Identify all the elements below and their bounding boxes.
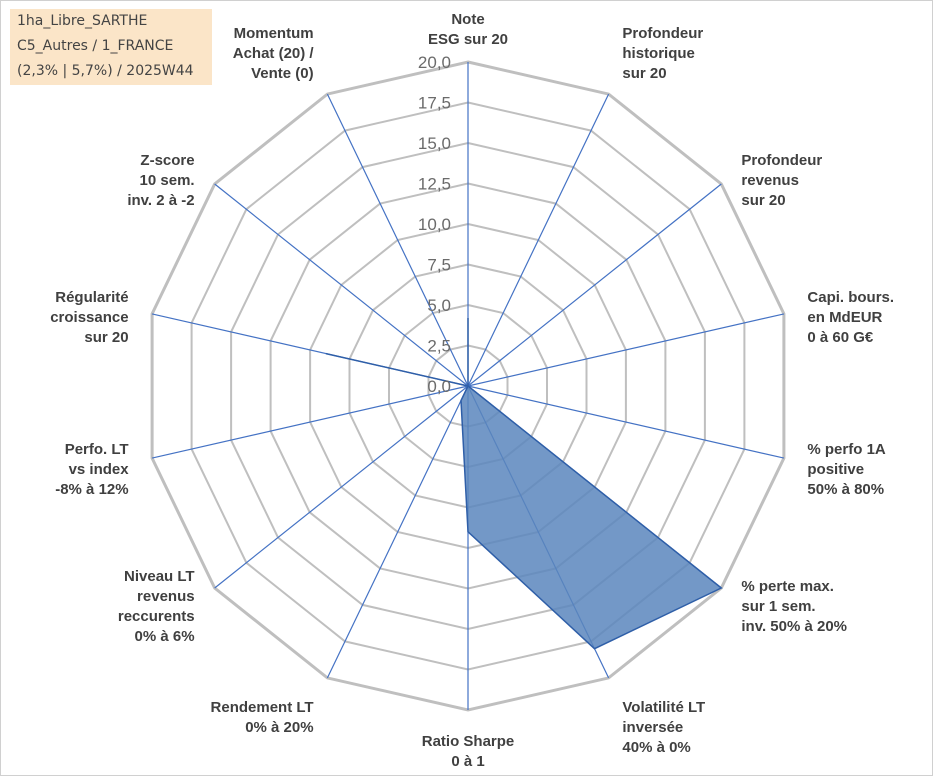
- tick-label: 12,5: [418, 175, 451, 194]
- axis-label-line: croissance: [50, 309, 128, 326]
- axis-label-1: Note ESG sur 20: [428, 11, 508, 48]
- tick-label: 17,5: [418, 94, 451, 113]
- axis-label-line: vs index: [69, 461, 130, 478]
- axis-label-line: sur 20: [622, 65, 666, 82]
- axis-label-line: 0 à 1: [451, 753, 484, 770]
- tick-label: 15,0: [418, 134, 451, 153]
- axis-label-line: Capi. bours.: [807, 289, 894, 306]
- axis-label-line: Niveau LT: [124, 568, 195, 585]
- info-line-category: C5_Autres / 1_FRANCE: [17, 38, 174, 54]
- axis-label-line: Vente (0): [251, 65, 314, 82]
- axis-labels: Note ESG sur 20 Profondeur historique sur 20…: [50, 11, 894, 770]
- axis-label-5: % perfo 1A positive 50% à 80%: [807, 441, 886, 498]
- info-line-title: 1ha_Libre_SARTHE: [17, 13, 148, 29]
- axis-label-line: % perfo 1A: [807, 441, 886, 458]
- axis-label-line: Achat (20) /: [233, 45, 315, 62]
- axis-label-line: ESG sur 20: [428, 31, 508, 48]
- radar-series: [325, 318, 723, 650]
- axis-label-line: Perfo. LT: [65, 441, 129, 458]
- axis-label-line: Rendement LT: [211, 699, 314, 716]
- axis-label-line: inversée: [622, 719, 683, 736]
- tick-label: 7,5: [427, 256, 451, 275]
- axis-label-line: Ratio Sharpe: [422, 733, 515, 750]
- axis-label-7: Volatilité LT inversée 40% à 0%: [622, 699, 705, 756]
- axis-label-line: sur 20: [84, 329, 128, 346]
- axis-label-line: Profondeur: [741, 152, 822, 169]
- axis-label-14: Momentum Achat (20) / Vente (0): [233, 25, 315, 82]
- spoke-10: [214, 385, 469, 589]
- axis-label-13: Z-score 10 sem. inv. 2 à -2: [127, 152, 194, 209]
- axis-label-4: Capi. bours. en MdEUR 0 à 60 G€: [807, 289, 894, 346]
- axis-label-line: historique: [622, 45, 695, 62]
- spoke-14: [326, 93, 469, 387]
- axis-label-line: 50% à 80%: [807, 481, 884, 498]
- axis-label-line: positive: [807, 461, 864, 478]
- axis-label-2: Profondeur historique sur 20: [622, 25, 703, 82]
- spoke-5: [467, 385, 785, 459]
- spoke-9: [326, 385, 469, 679]
- axis-label-line: reccurents: [118, 608, 195, 625]
- spoke-11: [151, 385, 469, 459]
- series-area-1: [325, 318, 723, 650]
- axis-label-line: Régularité: [55, 289, 128, 306]
- axis-label-line: 0% à 6%: [135, 628, 195, 645]
- axis-label-line: Momentum: [234, 25, 314, 42]
- axis-label-3: Profondeur revenus sur 20: [741, 152, 822, 209]
- axis-label-line: % perte max.: [741, 578, 834, 595]
- spoke-13: [214, 183, 469, 387]
- axis-label-12: Régularité croissance sur 20: [50, 289, 128, 346]
- axis-label-line: 10 sem.: [140, 172, 195, 189]
- info-box: 1ha_Libre_SARTHE C5_Autres / 1_FRANCE (2…: [10, 9, 212, 85]
- tick-label: 5,0: [427, 296, 451, 315]
- spoke-3: [467, 183, 722, 387]
- axis-label-line: inv. 2 à -2: [127, 192, 194, 209]
- axis-label-line: Z-score: [140, 152, 194, 169]
- axis-label-9: Rendement LT 0% à 20%: [211, 699, 314, 736]
- axis-label-line: Note: [451, 11, 484, 28]
- axis-label-11: Perfo. LT vs index -8% à 12%: [55, 441, 129, 498]
- axis-label-line: revenus: [137, 588, 195, 605]
- axis-label-line: inv. 50% à 20%: [741, 618, 847, 635]
- axis-label-6: % perte max. sur 1 sem. inv. 50% à 20%: [741, 578, 847, 635]
- axis-label-10: Niveau LT revenus reccurents 0% à 6%: [118, 568, 195, 645]
- tick-label: 10,0: [418, 215, 451, 234]
- tick-label: 20,0: [418, 53, 451, 72]
- axis-label-line: Volatilité LT: [622, 699, 705, 716]
- spoke-2: [467, 93, 610, 387]
- axis-label-line: 40% à 0%: [622, 739, 690, 756]
- axis-label-line: en MdEUR: [807, 309, 882, 326]
- axis-label-line: revenus: [741, 172, 799, 189]
- axis-label-line: 0 à 60 G€: [807, 329, 874, 346]
- axis-label-line: sur 1 sem.: [741, 598, 815, 615]
- axis-label-line: sur 20: [741, 192, 785, 209]
- spoke-4: [467, 313, 785, 387]
- info-line-stats: (2,3% | 5,7%) / 2025W44: [17, 63, 194, 79]
- tick-label: 0,0: [427, 377, 451, 396]
- axis-label-8: Ratio Sharpe 0 à 1: [422, 733, 515, 770]
- tick-label: 2,5: [427, 337, 451, 356]
- axis-label-line: 0% à 20%: [245, 719, 313, 736]
- radial-tick-labels: 0,0 2,5 5,0 7,5 10,0 12,5 15,0 17,5 20,0: [418, 53, 451, 396]
- axis-label-line: -8% à 12%: [55, 481, 128, 498]
- axis-label-line: Profondeur: [622, 25, 703, 42]
